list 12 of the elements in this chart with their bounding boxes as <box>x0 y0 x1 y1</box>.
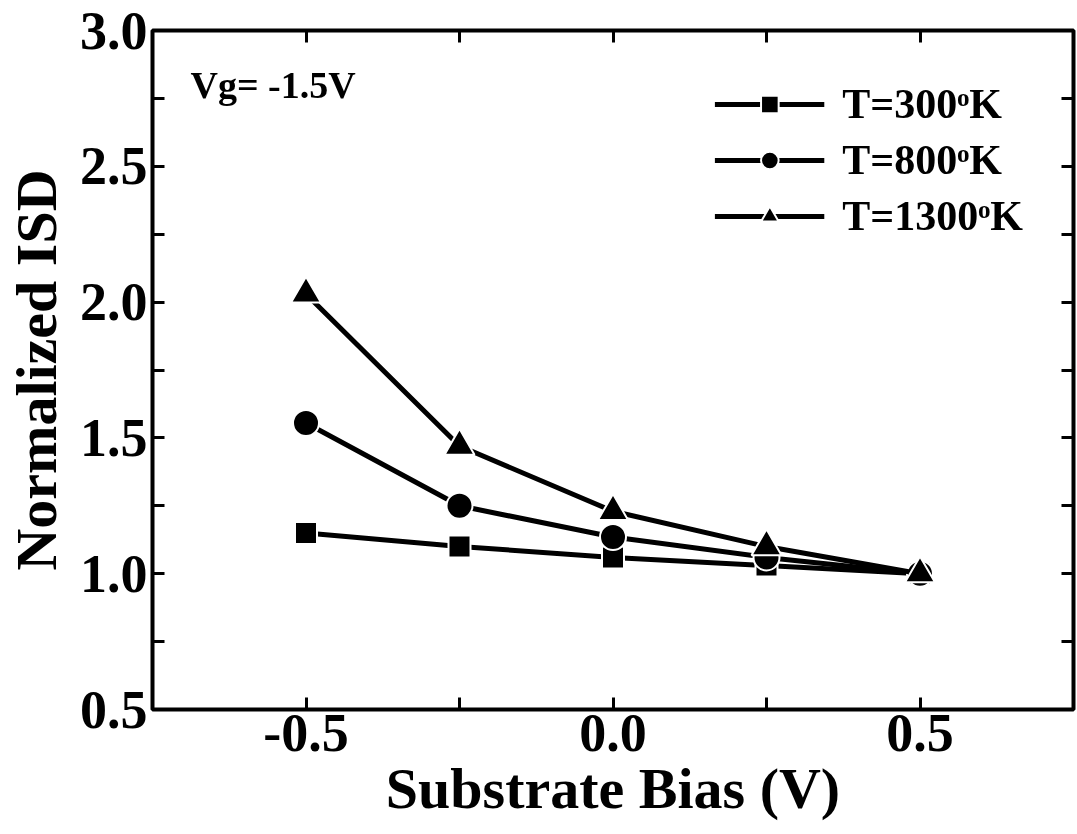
y-tick-label: 1.0 <box>80 543 148 604</box>
legend-label: T=800ᵒK <box>842 136 1002 184</box>
legend-label: T=1300ᵒK <box>842 192 1023 240</box>
x-tick-label: -0.5 <box>263 702 349 763</box>
x-tick-label: 0.5 <box>886 702 954 763</box>
y-tick-label: 2.5 <box>80 136 148 197</box>
y-tick-label: 2.0 <box>80 272 148 333</box>
annotation: Vg= -1.5V <box>190 63 357 106</box>
y-tick-label: 3.0 <box>80 0 148 61</box>
y-tick-label: 1.5 <box>80 407 148 468</box>
legend-label: T=300ᵒK <box>842 80 1002 128</box>
y-axis-title: Normalized ISD <box>4 169 69 571</box>
